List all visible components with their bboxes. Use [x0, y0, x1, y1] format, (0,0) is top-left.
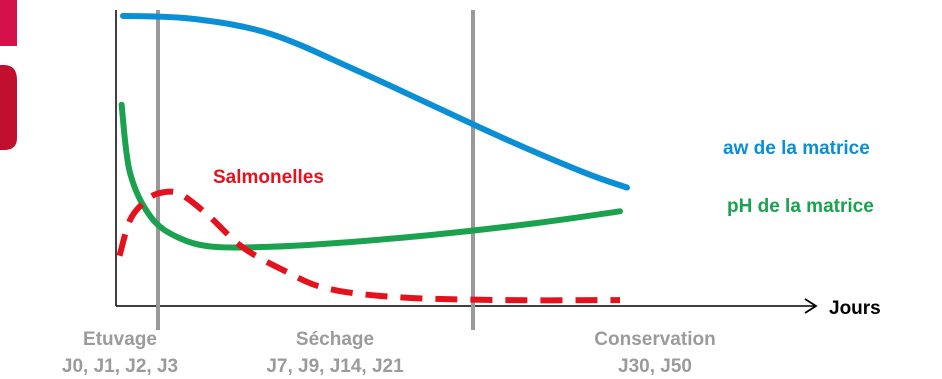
series-line-salmonelles [116, 188, 621, 304]
series-line-ph-de-la-matrice [118, 101, 623, 251]
phase-name-etuvage: Etuvage [83, 329, 157, 350]
phase-days-etuvage: J0, J1, J2, J3 [62, 356, 178, 377]
series-label-ph-de-la-matrice: pH de la matrice [727, 196, 874, 217]
phase-name-sechage: Séchage [296, 329, 374, 350]
series-line-aw-de-la-matrice [120, 12, 630, 191]
series-label-aw-de-la-matrice: aw de la matrice [723, 138, 870, 159]
x-axis-label: Jours [829, 298, 881, 319]
series-label-salmonelles: Salmonelles [213, 167, 324, 188]
phase-days-sechage: J7, J9, J14, J21 [266, 356, 404, 377]
brand-block-top [0, 0, 17, 46]
phase-days-conservation: J30, J50 [618, 356, 692, 377]
x-axis-arrow [804, 298, 818, 314]
brand-block-bottom [0, 65, 17, 150]
phase-name-conservation: Conservation [594, 329, 715, 350]
